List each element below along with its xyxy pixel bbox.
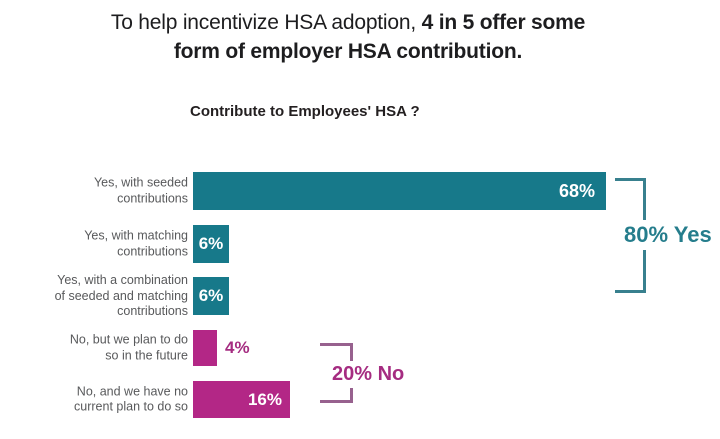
bar-category-label: No, and we have no current plan to do so <box>74 384 188 414</box>
bar-value-label: 4% <box>225 338 250 357</box>
bar-yes-6 <box>193 225 229 263</box>
bar-value-label: 6% <box>198 286 224 305</box>
bar-category-label: Yes, with seeded contributions <box>93 175 188 206</box>
headline-bold-line2: form of employer HSA contribution. <box>173 40 523 63</box>
bar-value-label: 16% <box>247 390 282 409</box>
no-total-label: 20% No <box>328 361 406 388</box>
headline-regular-text: To help incentivize HSA adoption, <box>110 11 422 34</box>
yes-total-label: 80% Yes <box>620 220 713 250</box>
headline-bold-text: 4 in 5 offer some <box>421 11 586 34</box>
chart-title: Contribute to Employees' HSA ? <box>190 103 420 120</box>
bar-category-label: No, but we plan to do so in the future <box>69 332 188 363</box>
bar-yes-68 <box>193 172 606 210</box>
bar-yes-6 <box>193 277 229 315</box>
bar-category-label: Yes, with matching contributions <box>84 228 188 259</box>
bar-no-4 <box>193 330 217 366</box>
chart-headline: To help incentivize HSA adoption, 4 in 5… <box>0 8 696 66</box>
bar-value-label: 68% <box>558 181 595 201</box>
bar-value-label: 6% <box>198 234 224 253</box>
bar-no-16 <box>193 381 290 418</box>
bar-category-label: Yes, with a combination of seeded and mat… <box>54 272 188 318</box>
